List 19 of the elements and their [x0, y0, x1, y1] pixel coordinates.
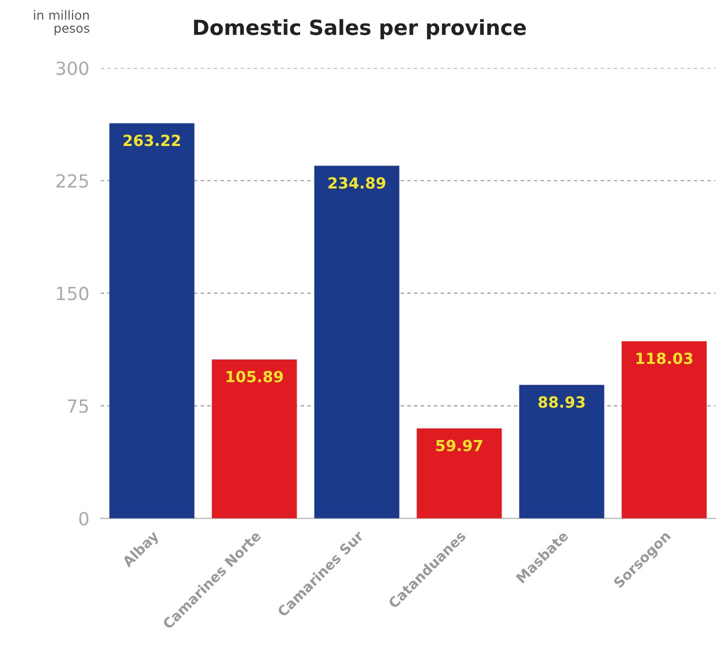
y-tick-label: 150: [57, 286, 88, 300]
y-tick-label: 0: [79, 512, 88, 526]
y-tick-label: 225: [56, 174, 88, 188]
y-tick-label: 75: [68, 400, 88, 413]
y-tick-label: 300: [56, 62, 88, 76]
bar: [622, 341, 707, 518]
y-axis-title: in million pesos: [34, 10, 90, 36]
bar: [314, 166, 400, 518]
data-label: 234.89: [328, 177, 386, 189]
bar: [519, 384, 604, 518]
data-label: 88.93: [538, 396, 585, 408]
chart-title: Domestic Sales per province: [194, 19, 526, 40]
data-label: 105.89: [226, 370, 283, 382]
data-label: 263.22: [124, 134, 180, 146]
data-label: 118.03: [636, 352, 692, 364]
bar: [109, 123, 194, 518]
data-label: 59.97: [436, 440, 482, 452]
bar: [416, 428, 502, 518]
bar: [212, 359, 297, 518]
